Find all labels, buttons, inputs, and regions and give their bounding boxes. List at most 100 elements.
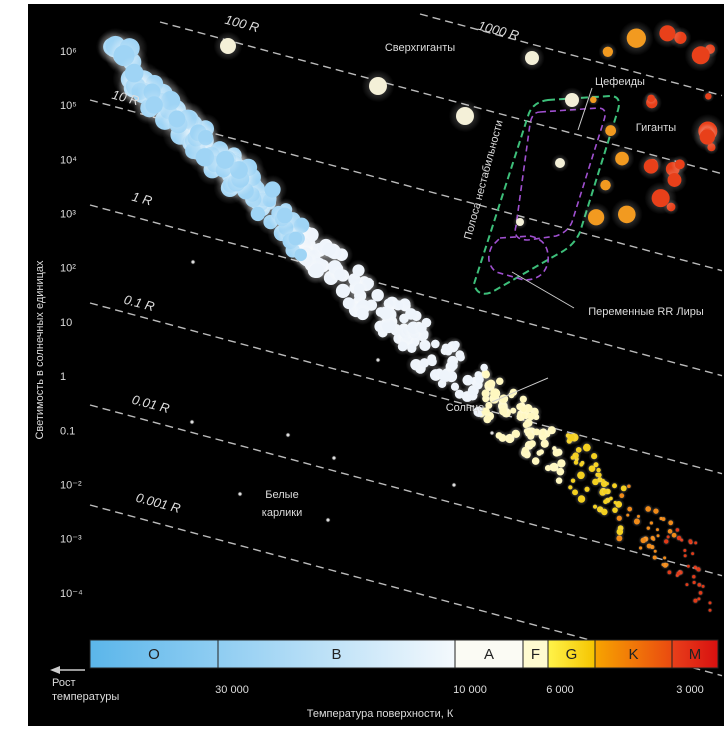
- star: [552, 446, 557, 451]
- star: [543, 440, 548, 445]
- star: [692, 46, 710, 64]
- star: [442, 344, 450, 352]
- star: [645, 506, 651, 512]
- star: [286, 433, 289, 436]
- star: [652, 538, 655, 541]
- annotation: Переменные RR Лиры: [588, 306, 704, 318]
- star: [567, 434, 575, 442]
- star: [601, 509, 608, 516]
- star: [617, 516, 622, 521]
- star: [251, 207, 265, 221]
- star: [602, 479, 605, 482]
- star: [603, 489, 608, 494]
- star: [603, 499, 608, 504]
- star: [705, 93, 711, 99]
- star: [583, 444, 591, 452]
- star: [615, 152, 629, 166]
- star: [692, 575, 695, 578]
- star: [592, 479, 599, 486]
- star: [654, 550, 657, 553]
- star: [647, 95, 655, 103]
- y-tick-label: 10⁻²: [60, 480, 82, 492]
- y-tick-label: 10: [60, 317, 72, 329]
- star: [693, 581, 696, 584]
- star: [672, 533, 677, 538]
- y-axis-title: Светимость в солнечных единицах: [34, 260, 46, 440]
- star: [579, 462, 583, 466]
- star: [571, 456, 575, 460]
- star: [634, 519, 640, 525]
- star: [168, 111, 185, 128]
- star: [455, 390, 464, 399]
- star: [428, 357, 437, 366]
- spectral-label: G: [566, 646, 578, 663]
- y-tick-label: 10³: [60, 209, 76, 221]
- star: [662, 517, 666, 521]
- star: [398, 342, 408, 352]
- x-axis-title: Температура поверхности, К: [307, 708, 454, 720]
- star: [684, 554, 687, 557]
- star: [605, 125, 616, 136]
- annotation: Гиганты: [636, 122, 676, 134]
- star: [376, 358, 379, 361]
- star: [653, 508, 658, 513]
- star: [527, 413, 534, 420]
- star: [125, 64, 144, 83]
- star: [352, 264, 364, 276]
- star: [652, 189, 670, 207]
- star: [462, 375, 473, 386]
- star: [665, 563, 668, 566]
- star: [532, 457, 540, 465]
- star: [490, 431, 493, 434]
- star: [609, 497, 613, 501]
- star: [657, 534, 660, 537]
- star: [698, 583, 702, 587]
- star: [696, 567, 700, 571]
- x-tick-label: 30 000: [215, 684, 249, 696]
- star: [694, 541, 697, 544]
- star: [545, 465, 551, 471]
- star: [568, 485, 572, 489]
- star: [647, 544, 652, 549]
- star: [700, 129, 715, 144]
- star: [220, 38, 236, 54]
- star: [431, 340, 440, 349]
- star: [614, 501, 617, 504]
- star: [379, 307, 392, 320]
- star: [667, 570, 671, 574]
- star: [516, 218, 524, 226]
- star: [496, 378, 503, 385]
- star: [523, 422, 529, 428]
- star: [687, 565, 690, 568]
- spectral-label: B: [331, 646, 341, 663]
- star: [709, 609, 712, 612]
- star: [618, 206, 636, 224]
- star: [512, 430, 520, 438]
- star: [668, 520, 673, 525]
- star: [664, 539, 669, 544]
- star: [417, 323, 427, 333]
- star: [191, 260, 194, 263]
- annotation: Солнце: [446, 402, 485, 414]
- star: [483, 415, 491, 423]
- star: [334, 269, 345, 280]
- annotation: Сверхгиганты: [385, 42, 455, 54]
- spectral-label: O: [148, 646, 160, 663]
- star: [683, 549, 686, 552]
- star: [496, 432, 503, 439]
- y-tick-label: 10⁻⁴: [60, 588, 83, 600]
- star: [565, 93, 579, 107]
- star: [520, 406, 526, 412]
- y-tick-label: 10⁻³: [60, 534, 82, 546]
- star: [626, 514, 629, 517]
- star: [578, 495, 585, 502]
- spectral-label: F: [531, 646, 540, 663]
- annotation: Белые: [265, 489, 298, 501]
- star: [627, 507, 632, 512]
- star: [577, 471, 585, 479]
- star: [647, 526, 650, 529]
- star: [294, 249, 307, 262]
- direction-label: температуры: [52, 691, 119, 703]
- y-tick-label: 10⁶: [60, 46, 77, 58]
- star: [656, 528, 659, 531]
